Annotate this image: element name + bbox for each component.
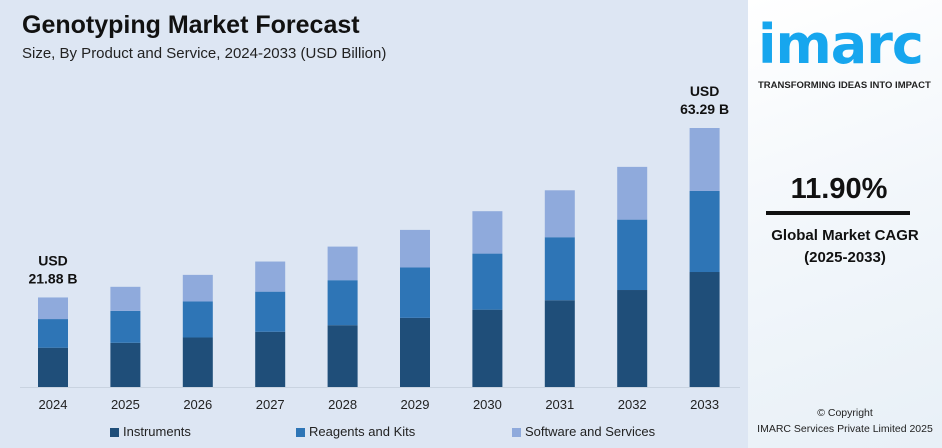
bar-reagents-and-kits-2026 — [182, 301, 213, 338]
bar-instruments-2029 — [400, 317, 430, 387]
legend-label: Reagents and Kits — [309, 424, 416, 439]
legend-swatch — [110, 427, 119, 437]
bar-instruments-2025 — [110, 342, 141, 387]
bar-software-and-services-2026 — [182, 274, 213, 302]
x-tick-label: 2030 — [473, 397, 502, 412]
bar-reagents-and-kits-2033 — [689, 190, 720, 273]
x-tick-label: 2024 — [39, 397, 68, 412]
imarc-logo: imarc — [758, 13, 924, 76]
bar-instruments-2028 — [327, 325, 358, 387]
bar-reagents-and-kits-2031 — [544, 237, 575, 301]
data-label-currency: USD — [38, 252, 68, 268]
legend-swatch — [512, 427, 521, 437]
cagr-period: (2025-2033) — [804, 249, 886, 266]
x-tick-label: 2025 — [111, 397, 140, 412]
bar-software-and-services-2024 — [38, 297, 68, 320]
bar-instruments-2031 — [544, 300, 575, 387]
legend-label: Instruments — [123, 424, 191, 439]
x-tick-label: 2033 — [690, 397, 719, 412]
legend-item-software: Software and Services — [512, 424, 655, 440]
bar-reagents-and-kits-2024 — [38, 319, 68, 348]
divider — [766, 211, 910, 215]
x-tick-label: 2026 — [183, 397, 212, 412]
legend-swatch — [296, 427, 305, 437]
tagline: TRANSFORMING IDEAS INTO IMPACT — [758, 80, 931, 91]
bar-instruments-2032 — [617, 290, 648, 387]
bar-software-and-services-2027 — [255, 261, 286, 292]
bar-reagents-and-kits-2027 — [255, 291, 286, 332]
bar-reagents-and-kits-2028 — [327, 280, 358, 326]
legend-item-instruments: Instruments — [110, 424, 191, 440]
bar-reagents-and-kits-2030 — [472, 253, 503, 310]
legend-label: Software and Services — [525, 424, 656, 439]
bar-software-and-services-2030 — [472, 211, 503, 254]
bar-instruments-2033 — [689, 272, 720, 387]
x-tick-label: 2032 — [618, 397, 647, 412]
bar-software-and-services-2031 — [544, 190, 575, 238]
data-label-value: 21.88 B — [28, 270, 77, 286]
bar-instruments-2024 — [38, 347, 68, 387]
bar-instruments-2027 — [255, 331, 286, 387]
copyright-line1: © Copyright — [817, 407, 873, 419]
bar-software-and-services-2033 — [689, 128, 720, 191]
bar-software-and-services-2028 — [327, 246, 358, 281]
copyright: © Copyright IMARC Services Private Limit… — [748, 405, 942, 437]
x-tick-label: 2029 — [401, 397, 430, 412]
x-tick-label: 2027 — [256, 397, 285, 412]
info-panel: imarc TRANSFORMING IDEAS INTO IMPACT 11.… — [748, 0, 942, 448]
bar-software-and-services-2029 — [400, 229, 430, 268]
bar-instruments-2026 — [182, 337, 213, 387]
chart-title: Genotyping Market Forecast — [22, 11, 360, 39]
copyright-line2: IMARC Services Private Limited 2025 — [757, 423, 933, 435]
bar-chart: 2024 USD 21.88 B 2025 2026 2027 2028 2029 2030 20… — [20, 83, 740, 412]
x-tick-label: 2031 — [545, 397, 574, 412]
bar-instruments-2030 — [472, 309, 503, 387]
cagr-value: 11.90% — [790, 173, 888, 205]
bar-reagents-and-kits-2032 — [617, 219, 648, 291]
bar-reagents-and-kits-2025 — [110, 310, 141, 343]
legend-item-reagents: Reagents and Kits — [296, 424, 415, 440]
cagr-label: Global Market CAGR (2025-2033) — [748, 225, 942, 269]
chart-subtitle: Size, By Product and Service, 2024-2033 … — [22, 45, 387, 62]
data-label-currency: USD — [690, 83, 720, 99]
bar-software-and-services-2025 — [110, 286, 141, 311]
bar-software-and-services-2032 — [617, 166, 648, 220]
x-tick-label: 2028 — [328, 397, 357, 412]
cagr-label-text: Global Market CAGR — [771, 227, 919, 244]
data-label-value: 63.29 B — [680, 101, 729, 117]
bar-reagents-and-kits-2029 — [400, 267, 430, 318]
